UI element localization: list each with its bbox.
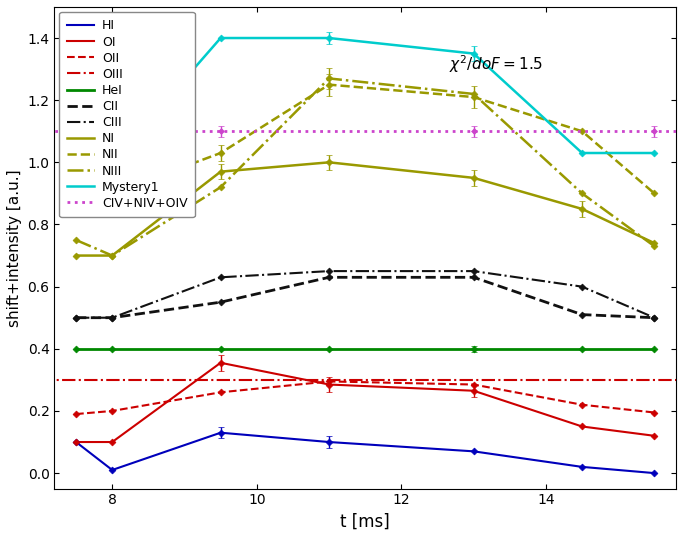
Y-axis label: shift+intensity [a.u.]: shift+intensity [a.u.]: [7, 169, 22, 327]
Legend: HI, OI, OII, OIII, HeI, CII, CIII, NI, NII, NIII, Mystery1, CIV+NIV+OIV: HI, OI, OII, OIII, HeI, CII, CIII, NI, N…: [59, 12, 195, 217]
Text: $\chi^2/doF = 1.5$: $\chi^2/doF = 1.5$: [449, 53, 544, 75]
X-axis label: t [ms]: t [ms]: [340, 513, 390, 531]
